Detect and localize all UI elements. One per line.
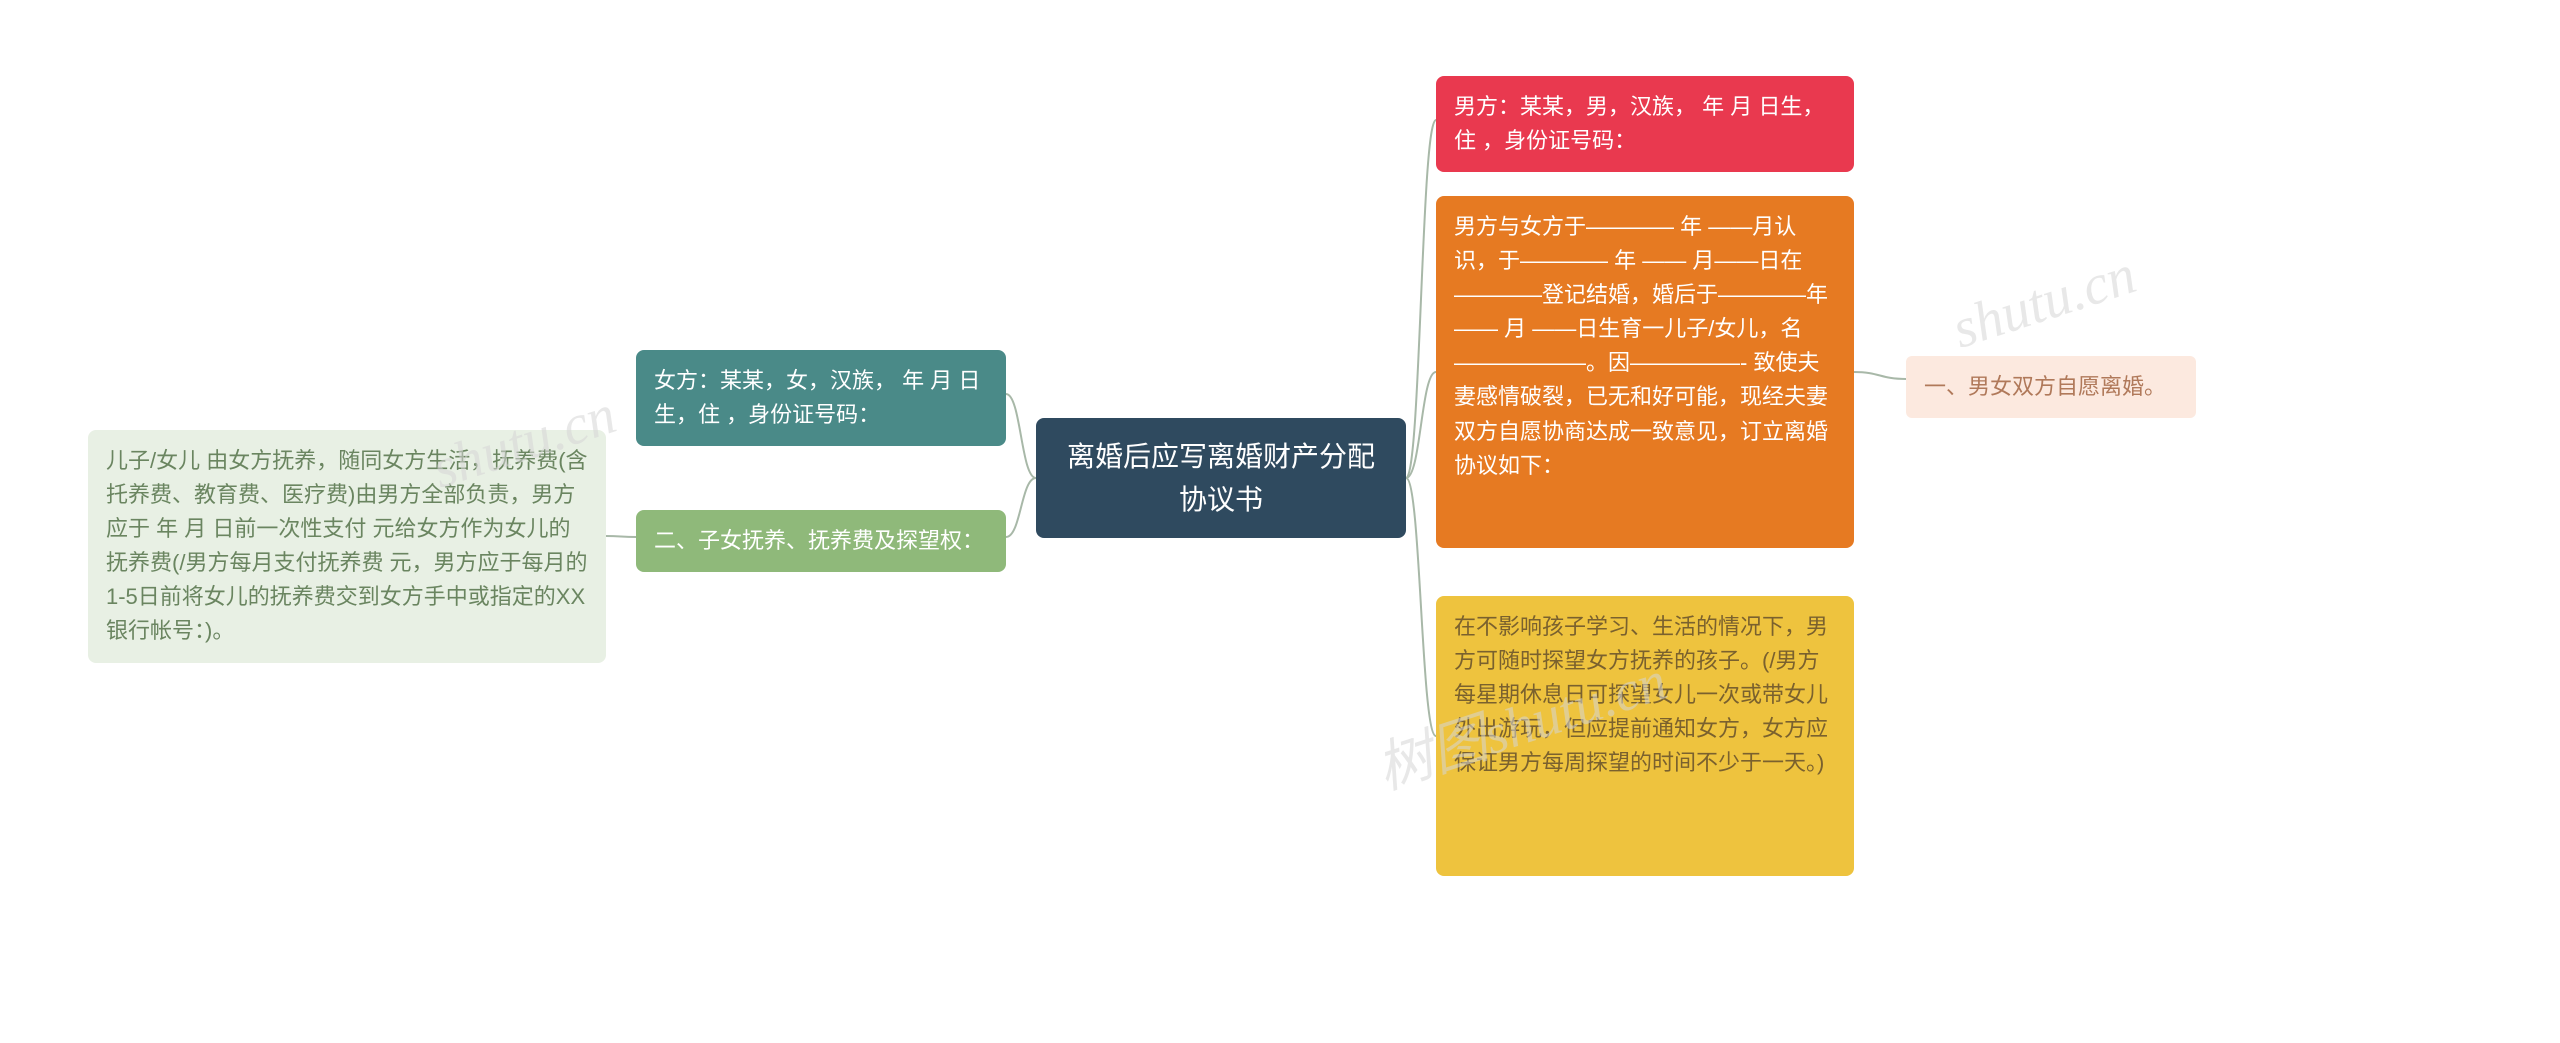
right-node-background: 男方与女方于———— 年 ——月认识，于———— 年 —— 月——日在————登… (1436, 196, 1854, 548)
right-node-male: 男方：某某，男，汉族， 年 月 日生，住 ，身份证号码： (1436, 76, 1854, 172)
left-node-custody-detail: 儿子/女儿 由女方抚养，随同女方生活，抚养费(含托养费、教育费、医疗费)由男方全… (88, 430, 606, 663)
left-node-custody-heading: 二、子女抚养、抚养费及探望权： (636, 510, 1006, 572)
watermark-2: shutu.cn (1945, 242, 2144, 361)
left-node-female: 女方：某某，女，汉族， 年 月 日生，住 ，身份证号码： (636, 350, 1006, 446)
right-node-visitation: 在不影响孩子学习、生活的情况下，男方可随时探望女方抚养的孩子。(/男方每星期休息… (1436, 596, 1854, 876)
center-node: 离婚后应写离婚财产分配协议书 (1036, 418, 1406, 538)
right-node-voluntary: 一、男女双方自愿离婚。 (1906, 356, 2196, 418)
